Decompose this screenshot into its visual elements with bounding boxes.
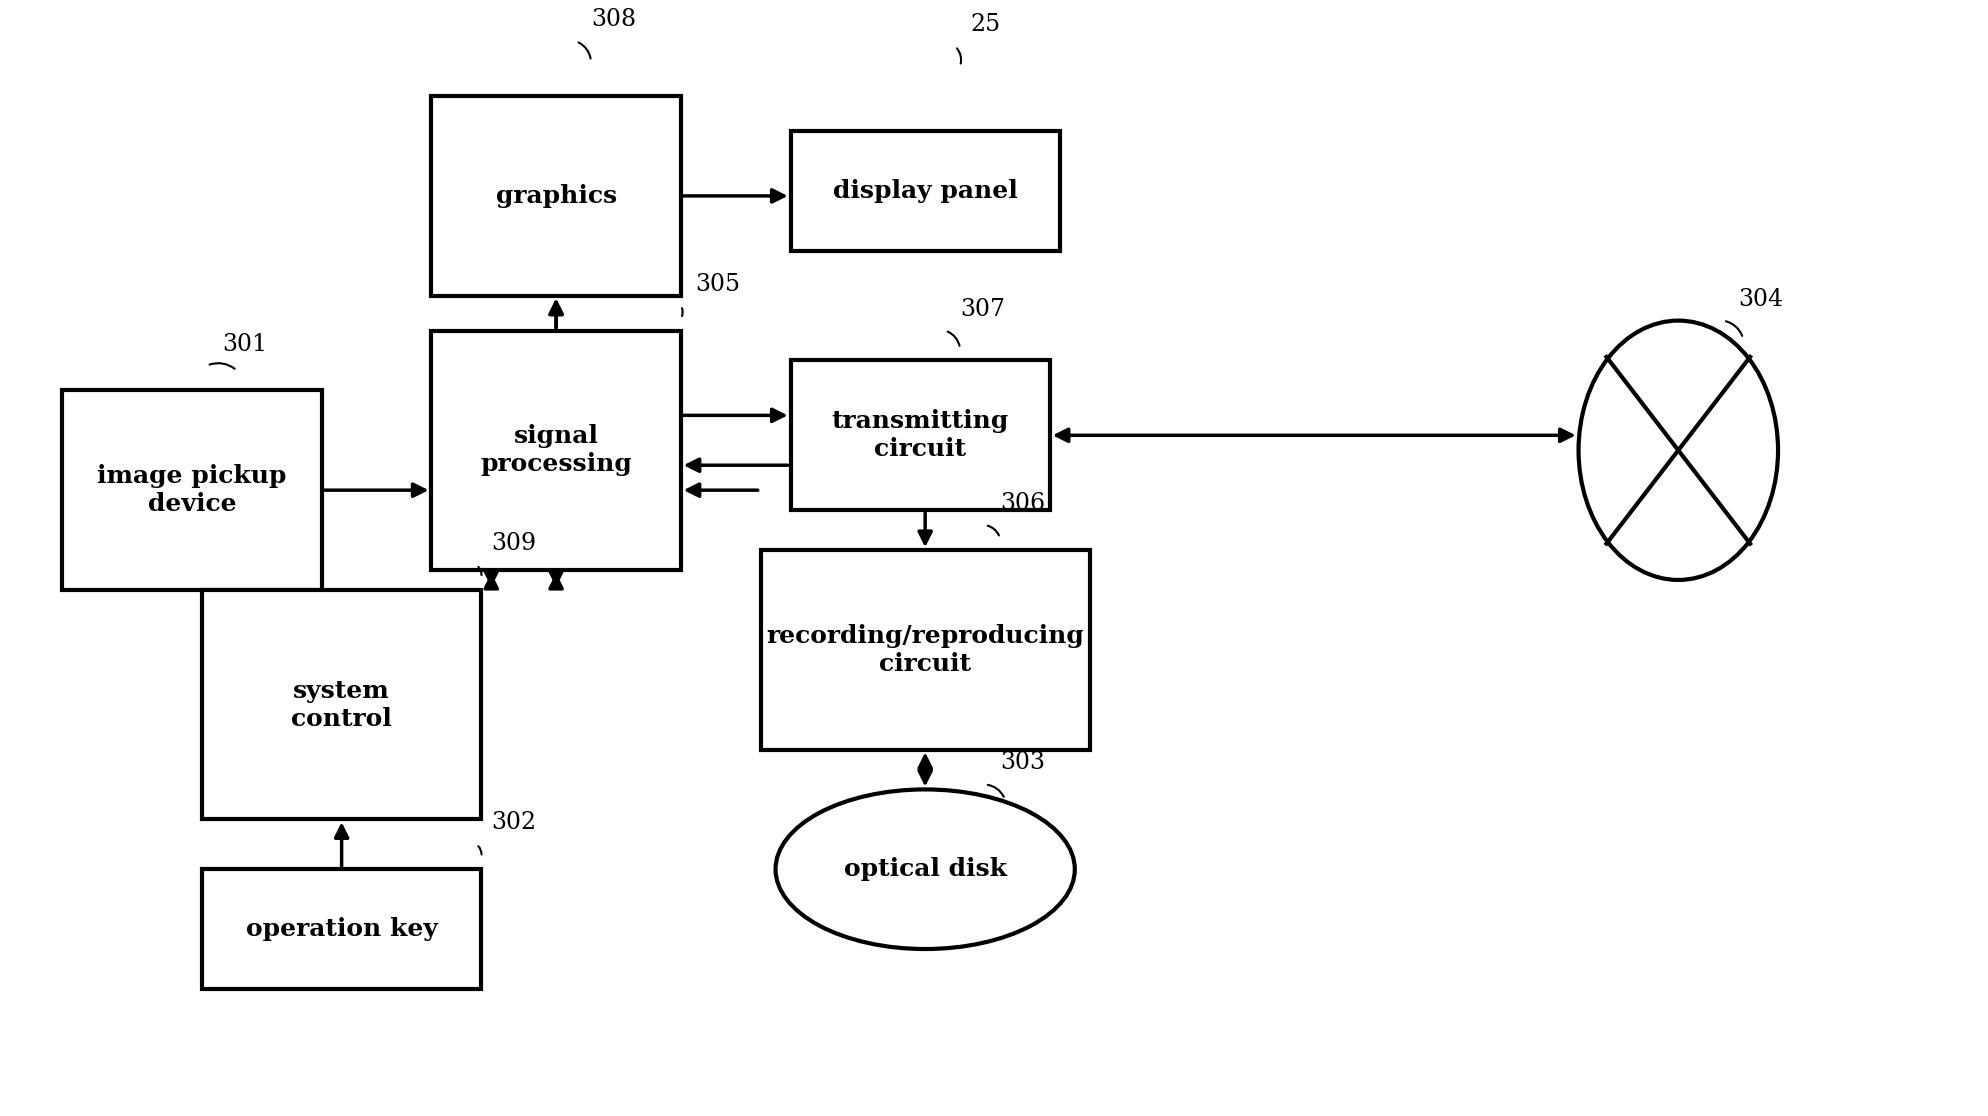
Text: 301: 301 bbox=[223, 333, 266, 356]
Text: 302: 302 bbox=[491, 811, 537, 835]
Bar bbox=[203, 869, 481, 989]
Text: system
control: system control bbox=[292, 679, 392, 731]
Text: 303: 303 bbox=[1000, 751, 1046, 775]
Bar bbox=[791, 131, 1060, 251]
Text: operation key: operation key bbox=[247, 917, 437, 941]
Ellipse shape bbox=[1578, 320, 1777, 580]
Bar bbox=[431, 96, 680, 296]
Ellipse shape bbox=[775, 789, 1076, 949]
Text: signal
processing: signal processing bbox=[481, 424, 632, 477]
Text: 25: 25 bbox=[970, 13, 1000, 37]
Text: recording/reproducing
circuit: recording/reproducing circuit bbox=[765, 624, 1083, 675]
Text: 308: 308 bbox=[590, 8, 636, 31]
Text: transmitting
circuit: transmitting circuit bbox=[831, 410, 1008, 461]
Text: image pickup
device: image pickup device bbox=[97, 464, 286, 516]
Bar bbox=[791, 360, 1050, 510]
Bar bbox=[62, 391, 322, 590]
Bar bbox=[431, 330, 680, 570]
Text: display panel: display panel bbox=[833, 179, 1018, 203]
Text: 304: 304 bbox=[1738, 288, 1783, 310]
Text: optical disk: optical disk bbox=[843, 857, 1006, 882]
Text: graphics: graphics bbox=[495, 184, 616, 208]
Text: 309: 309 bbox=[491, 532, 537, 555]
Text: 306: 306 bbox=[1000, 492, 1046, 516]
Text: 305: 305 bbox=[696, 272, 742, 296]
Text: 307: 307 bbox=[960, 298, 1006, 320]
Bar bbox=[203, 590, 481, 819]
Bar bbox=[761, 550, 1089, 750]
